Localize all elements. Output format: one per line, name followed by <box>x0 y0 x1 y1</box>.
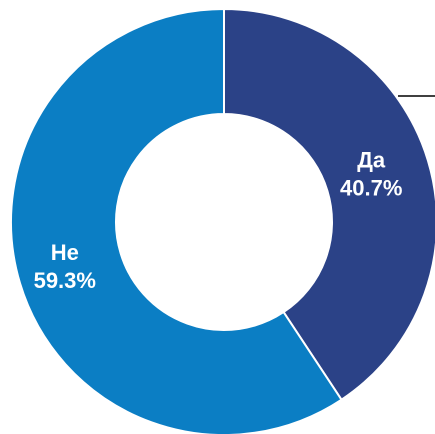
donut-segment <box>223 7 435 402</box>
segment-name: Да <box>357 148 386 173</box>
donut-segment <box>10 7 343 434</box>
segment-value-label: 59.3% <box>34 268 96 293</box>
segment-value-label: 40.7% <box>340 176 402 201</box>
segment-name: Не <box>51 240 79 265</box>
